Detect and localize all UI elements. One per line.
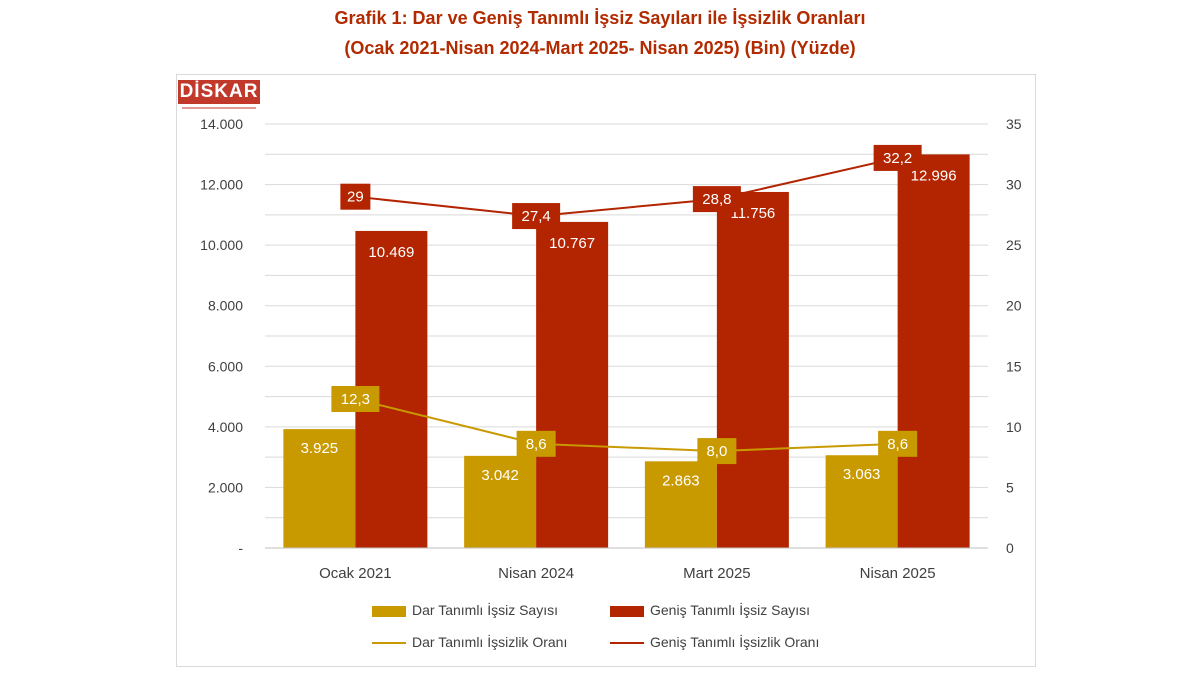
chart-title-line1: Grafik 1: Dar ve Geniş Tanımlı İşsiz Say… <box>334 8 866 28</box>
genis-orani-label-box <box>512 203 561 230</box>
left-axis-tick-label: 14.000 <box>200 116 243 132</box>
dar-orani-line <box>355 398 898 453</box>
genis-orani-label-box <box>692 186 741 213</box>
dar-orani-label-box <box>697 438 737 465</box>
legend-item-genis-sayisi: Geniş Tanımlı İşsiz Sayısı <box>610 602 810 618</box>
x-axis-tick-label: Mart 2025 <box>683 565 751 582</box>
x-axis-tick-label: Nisan 2024 <box>498 565 574 582</box>
right-axis-tick-label: 35 <box>1006 116 1022 132</box>
left-axis-tick-label: 8.000 <box>208 298 243 314</box>
left-axis-tick-label: - <box>238 540 243 556</box>
right-axis-tick-label: 30 <box>1006 177 1022 193</box>
data-label-dar-sayisi: 2.863 <box>662 472 700 489</box>
bar-dar-sayisi <box>283 429 356 548</box>
right-axis-tick-label: 25 <box>1006 237 1022 253</box>
chart-frame <box>176 74 1036 667</box>
genis-orani-label: 29 <box>347 189 364 206</box>
bar-dar-sayisi <box>644 461 717 548</box>
legend-item-dar-orani: Dar Tanımlı İşsizlik Oranı <box>372 634 567 650</box>
left-axis-tick-label: 12.000 <box>200 177 243 193</box>
legend-label-genis-orani: Geniş Tanımlı İşsizlik Oranı <box>650 634 820 650</box>
right-axis-tick-label: 20 <box>1006 298 1022 314</box>
dar-orani-label: 12,3 <box>341 391 370 408</box>
legend-item-dar-sayisi: Dar Tanımlı İşsiz Sayısı <box>372 602 558 618</box>
data-label-dar-sayisi: 3.042 <box>481 467 519 484</box>
dar-orani-label-box <box>516 430 556 457</box>
genis-orani-line <box>355 156 898 218</box>
right-axis-tick-label: 10 <box>1006 419 1022 435</box>
right-axis-tick-label: 15 <box>1006 358 1022 374</box>
bar-genis-sayisi <box>716 191 789 549</box>
genis-orani-label: 32,2 <box>883 150 912 167</box>
bar-dar-sayisi <box>825 455 898 548</box>
legend-line-dar-orani <box>372 642 406 645</box>
data-label-dar-sayisi: 3.063 <box>843 466 881 483</box>
legend-label-dar-sayisi: Dar Tanımlı İşsiz Sayısı <box>412 602 559 618</box>
data-label-genis-sayisi: 11.756 <box>730 205 775 222</box>
left-axis-tick-label: 6.000 <box>208 358 243 374</box>
bar-genis-sayisi <box>897 154 970 548</box>
genis-orani-label-box <box>340 183 371 210</box>
genis-orani-label: 27,4 <box>522 208 551 225</box>
data-label-genis-sayisi: 12.996 <box>911 167 957 184</box>
dar-orani-label: 8,0 <box>706 443 727 460</box>
genis-orani-label-box <box>873 144 922 171</box>
legend-label-dar-orani: Dar Tanımlı İşsizlik Oranı <box>412 634 568 650</box>
chart-title-line2: (Ocak 2021-Nisan 2024-Mart 2025- Nisan 2… <box>344 38 856 58</box>
legend-item-genis-orani: Geniş Tanımlı İşsizlik Oranı <box>610 634 819 650</box>
left-axis-tick-label: 10.000 <box>200 237 243 253</box>
data-label-genis-sayisi: 10.469 <box>368 244 414 261</box>
legend-swatch-genis-sayisi <box>610 605 644 617</box>
dar-orani-label: 8,6 <box>887 436 908 453</box>
x-axis-tick-label: Ocak 2021 <box>319 565 392 582</box>
left-axis-tick-label: 4.000 <box>208 419 243 435</box>
data-label-dar-sayisi: 3.925 <box>301 440 339 457</box>
data-label-genis-sayisi: 10.767 <box>549 235 595 252</box>
dar-orani-label-box <box>878 430 918 457</box>
legend-swatch-dar-sayisi <box>372 605 406 617</box>
diskar-logo: DİSKAR <box>178 80 260 112</box>
left-axis-tick-label: 2.000 <box>208 479 243 495</box>
right-axis-tick-label: 0 <box>1006 540 1014 556</box>
bar-genis-sayisi <box>536 221 609 549</box>
legend-label-genis-sayisi: Geniş Tanımlı İşsiz Sayısı <box>650 602 811 618</box>
bar-dar-sayisi <box>464 455 537 548</box>
logo-wordmark: DİSKAR <box>178 80 260 104</box>
logo-subline <box>182 107 256 109</box>
dar-orani-label: 8,6 <box>526 436 547 453</box>
legend-line-genis-orani <box>610 642 644 645</box>
x-axis-tick-label: Nisan 2025 <box>860 565 936 582</box>
right-axis-tick-label: 5 <box>1006 479 1014 495</box>
dar-orani-label-box <box>331 385 380 412</box>
genis-orani-label: 28,8 <box>702 191 731 208</box>
